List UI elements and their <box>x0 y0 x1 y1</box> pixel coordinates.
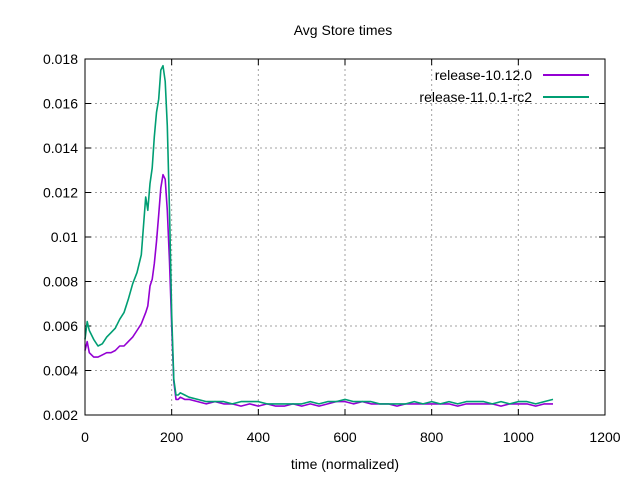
y-tick-label: 0.008 <box>43 274 78 290</box>
y-tick-label: 0.018 <box>43 51 78 67</box>
y-tick-label: 0.016 <box>43 96 78 112</box>
series-line-2 <box>84 64 554 405</box>
y-tick-label: 0.004 <box>43 363 78 379</box>
x-tick-label: 600 <box>333 429 357 445</box>
x-tick-label: 0 <box>81 429 89 445</box>
y-tick-label: 0.006 <box>43 318 78 334</box>
series-line-1 <box>84 173 553 407</box>
series-layer <box>84 64 554 407</box>
x-tick-label: 1200 <box>589 429 620 445</box>
x-tick-label: 200 <box>160 429 184 445</box>
x-axis-label: time (normalized) <box>291 456 399 472</box>
legend-label-2: release-11.0.1-rc2 <box>419 89 532 105</box>
y-axis-ticks: 0.002 0.004 0.006 0.008 0.01 0.012 0.014 0.016 0… <box>43 51 605 423</box>
legend-label-1: release-10.12.0 <box>435 67 533 83</box>
y-tick-label: 0.01 <box>51 229 78 245</box>
x-tick-label: 800 <box>420 429 444 445</box>
x-tick-label: 400 <box>247 429 271 445</box>
legend: release-10.12.0 release-11.0.1-rc2 <box>419 67 589 105</box>
y-tick-label: 0.002 <box>43 407 78 423</box>
y-tick-label: 0.012 <box>43 185 78 201</box>
y-tick-label: 0.014 <box>43 140 78 156</box>
plot-frame <box>84 58 606 416</box>
x-tick-label: 1000 <box>503 429 534 445</box>
chart-title: Avg Store times <box>294 22 393 38</box>
x-gridlines <box>171 59 519 415</box>
x-axis-ticks: 0 200 400 600 800 1000 1200 <box>81 59 621 445</box>
